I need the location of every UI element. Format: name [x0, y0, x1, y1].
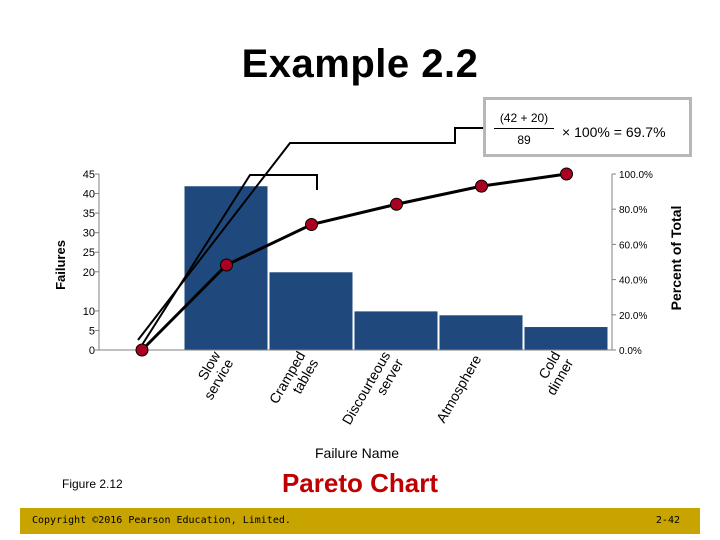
y-tick-label-right: 60.0%	[619, 240, 647, 251]
y-tick-label-left: 10	[83, 306, 95, 318]
y-tick-label-left: 5	[89, 325, 95, 337]
bar-1	[268, 271, 354, 351]
fraction-bar	[494, 128, 554, 129]
bar-4	[523, 326, 609, 351]
chart-subtitle: Pareto Chart	[281, 468, 439, 498]
bar-3	[438, 314, 524, 351]
cumulative-point-1	[220, 258, 233, 272]
y-axis-label-right: Percent of Total	[668, 206, 684, 311]
y-tick-label-left: 25	[83, 247, 95, 259]
y-tick-label-left: 40	[83, 189, 95, 201]
cumulative-percent-line	[140, 172, 567, 352]
bar-2	[353, 310, 439, 351]
cumulative-point-5	[560, 167, 573, 181]
page-number: 2-42	[655, 515, 680, 526]
y-tick-label-left: 35	[83, 208, 95, 220]
cumulative-point-2	[305, 218, 318, 232]
callout-leader-connector	[137, 127, 483, 341]
callout-result: × 100% = 69.7%	[562, 124, 666, 140]
x-tick-label: Slowservice	[187, 348, 236, 403]
y-tick-label-right: 40.0%	[619, 276, 647, 287]
calculation-callout: (42 + 20) 89 × 100% = 69.7%	[483, 97, 692, 157]
figure-label: Figure 2.12	[62, 477, 123, 491]
x-tick-label: Crampedtables	[266, 349, 322, 414]
footer-bar: Copyright ©2016 Pearson Education, Limit…	[20, 508, 700, 534]
cumulative-point-0	[135, 343, 149, 357]
x-axis-label: Failure Name	[315, 445, 399, 461]
callout-numerator: (42 + 20)	[499, 111, 549, 125]
slide-title: Example 2.2	[241, 42, 479, 86]
y-tick-label-left: 20	[83, 267, 95, 279]
cumulative-point-3	[390, 197, 403, 211]
y-tick-label-right: 80.0%	[619, 205, 647, 216]
y-tick-label-right: 20.0%	[619, 311, 647, 322]
y-tick-label-left: 0	[89, 345, 95, 357]
callout-leader-left	[141, 174, 318, 346]
y-tick-label-left: 45	[83, 169, 95, 181]
copyright-text: Copyright ©2016 Pearson Education, Limit…	[32, 515, 291, 526]
y-axis-label-left: Failures	[53, 240, 68, 290]
x-tick-label: Discourteousserver	[339, 348, 407, 435]
x-tick-label: Atmosphere	[433, 352, 485, 426]
x-tick-label: Colddinner	[530, 348, 576, 397]
y-tick-label-left: 30	[83, 228, 95, 240]
callout-denominator: 89	[517, 133, 531, 147]
y-tick-label-right: 0.0%	[619, 346, 642, 357]
cumulative-point-4	[475, 179, 488, 193]
y-tick-label-right: 100.0%	[619, 170, 653, 181]
